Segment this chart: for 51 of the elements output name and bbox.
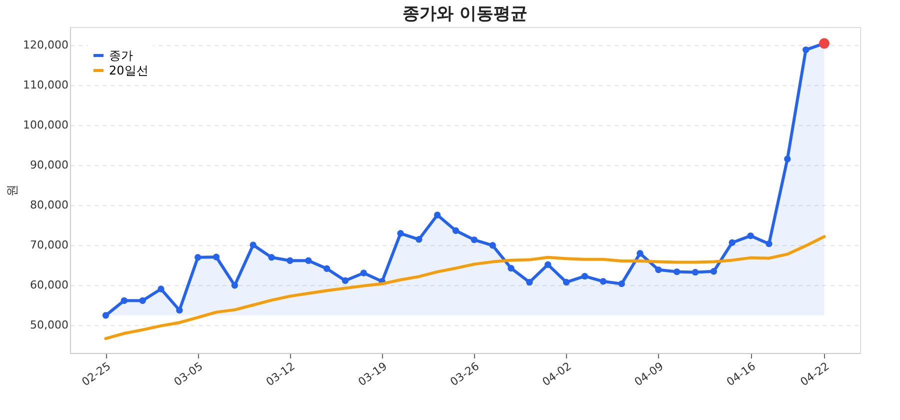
point	[158, 286, 164, 292]
point	[250, 242, 256, 248]
y-tick-label: 80,000	[30, 198, 68, 212]
point	[710, 268, 718, 275]
point	[416, 236, 422, 243]
point	[562, 278, 570, 286]
point	[212, 254, 220, 260]
point	[747, 232, 754, 240]
point	[636, 250, 644, 257]
point	[508, 264, 514, 272]
y-tick-label: 110,000	[23, 78, 68, 92]
chart-title: 종가와 이동평균	[402, 4, 528, 24]
point	[618, 280, 625, 288]
y-axis-title: 원	[5, 184, 20, 196]
line-series	[104, 235, 826, 340]
point	[655, 266, 662, 274]
point	[766, 240, 772, 248]
point	[342, 277, 349, 284]
point	[397, 230, 404, 237]
point	[194, 254, 202, 261]
point	[674, 268, 680, 276]
legend-label: 종가	[109, 48, 133, 62]
y-tick-label: 120,000	[23, 38, 68, 52]
y-tick-label: 50,000	[30, 318, 68, 332]
point	[526, 278, 533, 286]
point	[102, 312, 110, 319]
point	[360, 270, 368, 276]
point	[305, 257, 312, 264]
y-tick-label: 60,000	[30, 278, 68, 292]
point	[544, 261, 552, 268]
point	[139, 297, 146, 304]
point	[581, 272, 588, 280]
point	[286, 257, 294, 264]
y-tick-label: 100,000	[23, 118, 68, 132]
point	[489, 242, 496, 249]
point	[434, 212, 441, 218]
point	[120, 297, 128, 304]
point	[323, 265, 330, 272]
legend-label: 20일선	[109, 64, 148, 78]
point	[231, 282, 238, 289]
point	[728, 239, 736, 246]
point	[784, 156, 791, 162]
point	[470, 236, 478, 244]
point	[692, 268, 699, 276]
y-tick-label: 70,000	[30, 238, 68, 252]
point	[600, 278, 607, 285]
point	[452, 227, 460, 234]
point	[802, 46, 810, 54]
point	[268, 254, 275, 261]
point	[176, 306, 183, 314]
y-tick-label: 90,000	[30, 158, 68, 172]
